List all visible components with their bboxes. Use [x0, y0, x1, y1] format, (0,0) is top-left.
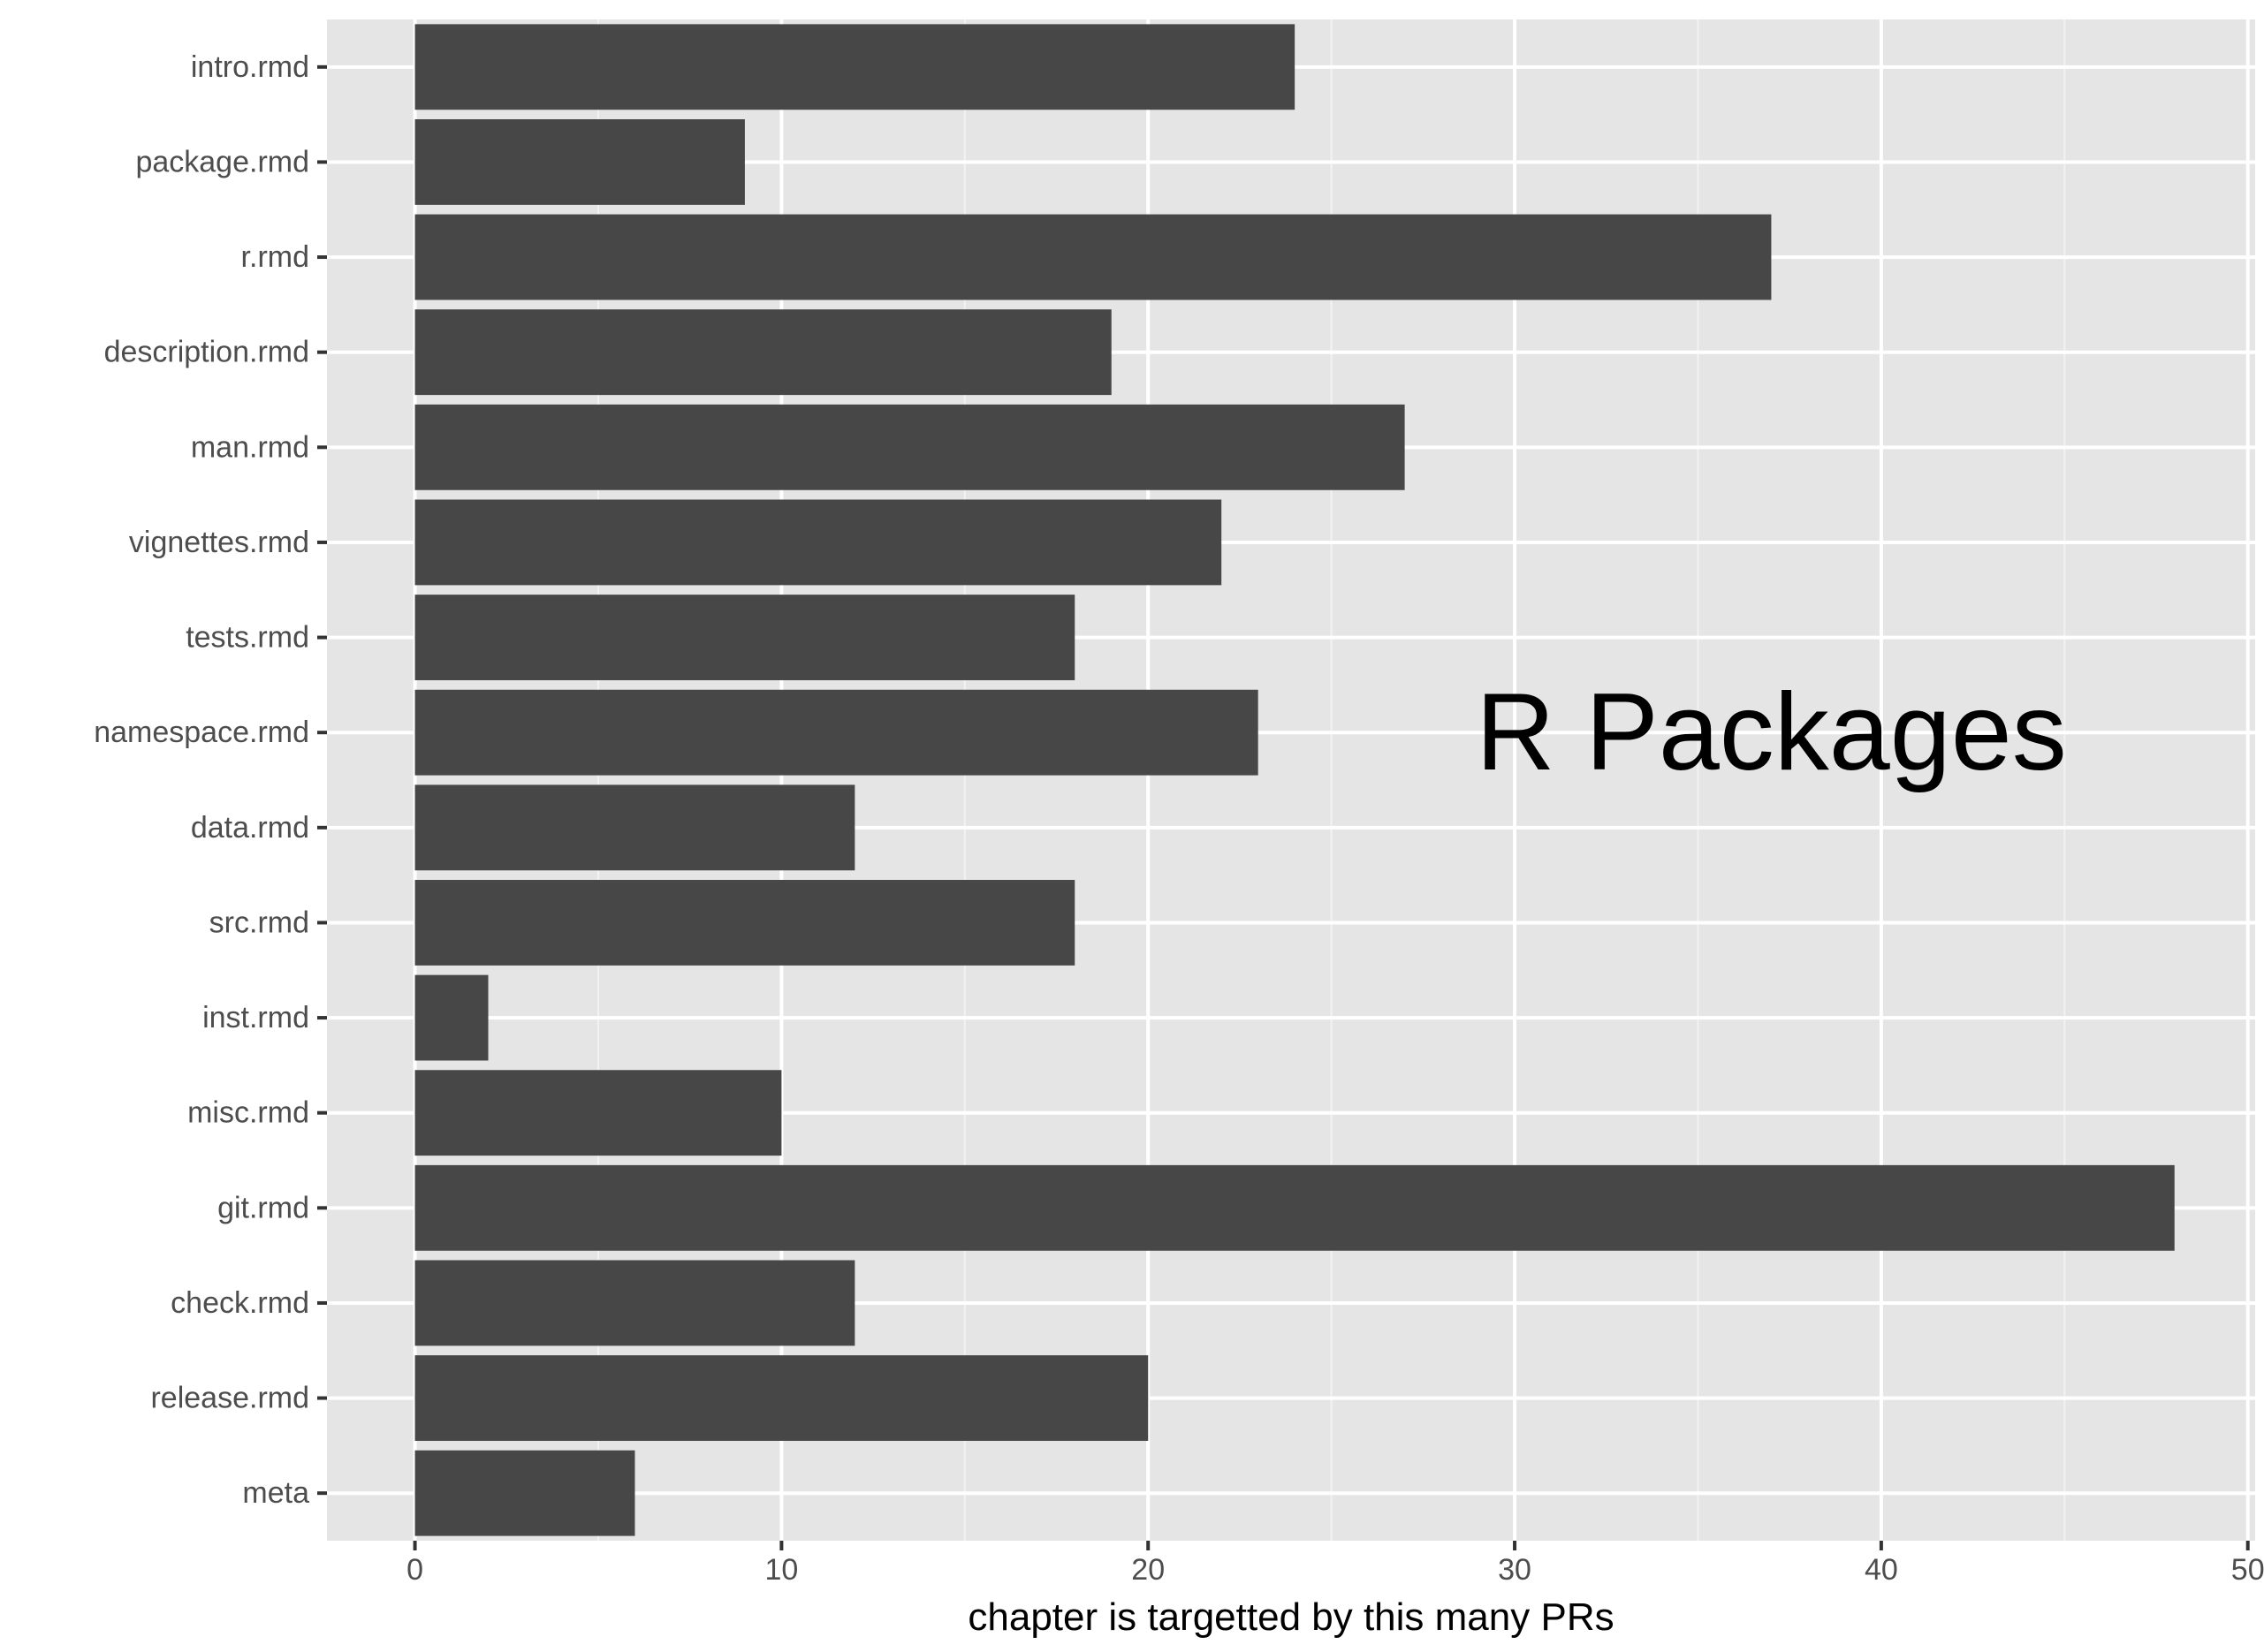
y-tick-label: tests.rmd — [186, 621, 309, 655]
y-tick-label: src.rmd — [209, 906, 309, 939]
bar — [414, 880, 1075, 966]
bar — [414, 404, 1405, 490]
y-tick-label: meta — [242, 1476, 309, 1510]
y-tick-label: man.rmd — [191, 430, 309, 464]
y-tick-label: r.rmd — [241, 240, 309, 274]
bar — [414, 214, 1772, 300]
bar — [414, 499, 1222, 586]
x-tick-label: 30 — [1498, 1553, 1531, 1587]
bar — [414, 689, 1258, 776]
bar — [414, 974, 489, 1061]
y-tick-label: vignettes.rmd — [129, 526, 309, 559]
bar — [414, 1070, 782, 1156]
bar — [414, 309, 1112, 396]
y-tick-label: description.rmd — [104, 336, 309, 369]
y-tick-label: data.rmd — [191, 811, 309, 845]
y-tick-label: check.rmd — [171, 1286, 309, 1320]
x-tick-label: 40 — [1865, 1553, 1898, 1587]
x-tick-label: 10 — [764, 1553, 798, 1587]
x-tick-label: 0 — [406, 1553, 423, 1587]
x-axis: 0 10 20 30 40 50 — [406, 1541, 2264, 1587]
y-tick-label: release.rmd — [150, 1382, 309, 1415]
bar — [414, 119, 745, 205]
y-tick-label: namespace.rmd — [94, 716, 309, 749]
y-tick-label: misc.rmd — [187, 1096, 309, 1130]
y-tick-label: git.rmd — [217, 1191, 309, 1224]
x-tick-label: 20 — [1131, 1553, 1165, 1587]
bar — [414, 1355, 1149, 1441]
bars — [414, 24, 2175, 1536]
bar — [414, 595, 1075, 680]
y-tick-label: intro.rmd — [191, 50, 309, 84]
bar — [414, 784, 855, 871]
annotation-text: R Packages — [1476, 671, 2067, 793]
x-tick-label: 50 — [2231, 1553, 2264, 1587]
bar — [414, 1260, 855, 1346]
bar — [414, 1450, 635, 1536]
bar — [414, 24, 1295, 110]
y-tick-label: package.rmd — [135, 145, 309, 178]
y-axis: intro.rmd package.rmd r.rmd description.rmd… — [94, 50, 327, 1510]
bar — [414, 1164, 2175, 1251]
y-tick-label: inst.rmd — [202, 1001, 309, 1034]
x-axis-title: chapter is targetted by this many PRs — [968, 1595, 1614, 1639]
